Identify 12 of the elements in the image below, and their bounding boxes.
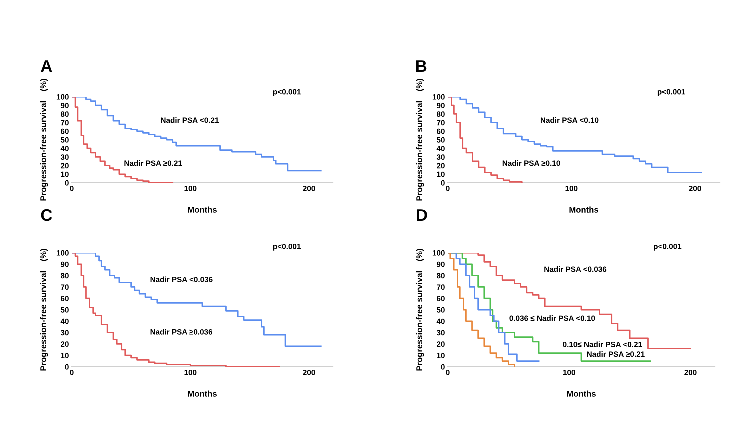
x-axis-title: Months xyxy=(188,206,217,213)
y-axis-title: Progression-free survival (%) xyxy=(416,79,424,201)
y-axis-title: Progression-free survival (%) xyxy=(416,249,424,371)
x-axis-title: Months xyxy=(567,390,596,397)
chart-title: A xyxy=(41,60,52,72)
chart-title: B xyxy=(416,60,427,72)
y-axis-title: Progression-free survival (%) xyxy=(40,79,48,201)
x-axis-title: Months xyxy=(188,390,217,397)
x-axis-title: Months xyxy=(570,206,598,213)
y-axis-title: Progression-free survival (%) xyxy=(40,249,48,371)
chart-title: D xyxy=(417,210,428,222)
chart-title: C xyxy=(41,209,52,222)
